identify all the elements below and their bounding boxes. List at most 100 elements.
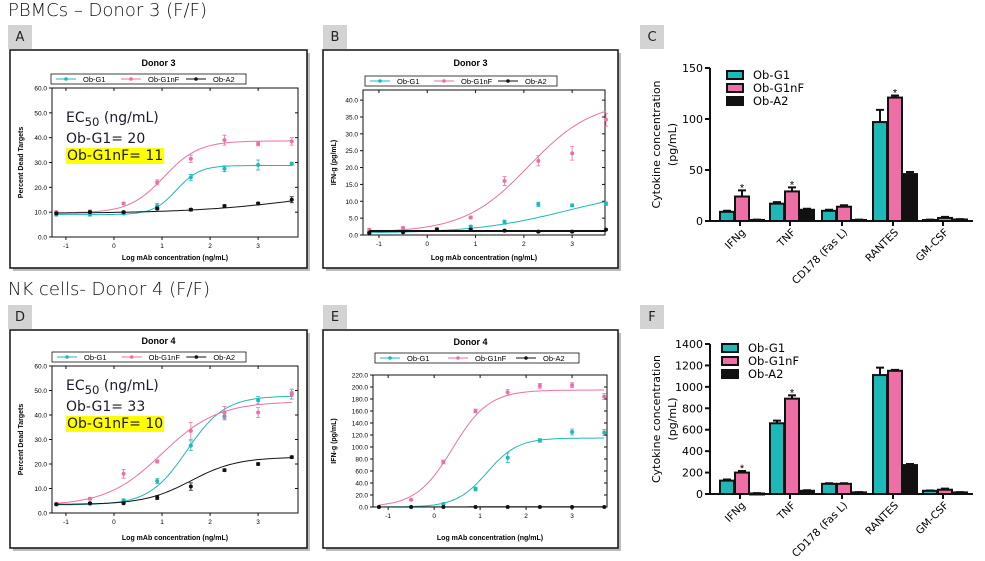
significance-star: * [790,387,795,399]
data-point [602,430,607,435]
data-point [188,175,193,180]
data-point [222,138,227,143]
legend-marker [388,356,392,360]
data-point [468,215,473,220]
bar-ob-g1 [821,209,837,223]
x-tick-label: 2 [524,513,528,520]
data-point [121,498,126,503]
y-tick-label: 10.0 [34,486,47,493]
bar-ob-g1 [769,422,785,495]
bar-ob-a2 [952,491,968,495]
y-tick-label: 20.0 [355,493,368,500]
panel-label-a: A [8,25,32,49]
data-point [188,443,193,448]
ec50-sub: 50 [84,114,100,129]
data-point [603,117,608,122]
x-tick-label: 3 [256,519,260,526]
x-tick-label: -1 [385,513,391,520]
data-point [536,158,541,163]
fit-curve-ob-a2 [56,200,292,214]
x-tick-label: TNF [775,227,799,251]
section-header-pbmc: PBMCs – Donor 3 (F/F) [8,0,207,21]
legend-label: Ob-A2 [213,353,235,362]
chart-A: Donor 3 Ob-G1 Ob-G1nF Ob-A2 0.0 10.0 20.0 30.0 4… [9,49,310,271]
data-point [222,410,227,415]
x-tick-label: -1 [63,519,69,526]
data-point [502,220,507,225]
chart-C: 0 50 100 150 Cytokine concentration (pg/mL) IF… [650,62,973,287]
y-axis-title: (pg/mL) [666,397,679,440]
data-point [505,390,510,395]
chart-title: Donor 3 [453,58,487,68]
significance-star: * [740,182,745,194]
legend-swatch [721,356,739,366]
legend-box [50,73,247,85]
data-point [473,487,478,491]
data-point [570,151,575,156]
bar-ob-a2 [851,218,867,222]
ec50-ob-g1: Ob-G1= 33 [66,398,146,415]
data-point [155,459,160,464]
x-tick-label: RANTES [863,226,901,264]
chart-F: 0 200 400 600 800 1000 1200 1400 Cytokine concen… [650,338,973,560]
x-axis-title: Log mAb concentration (ng/mL) [122,255,228,262]
data-point [289,390,294,395]
fit-curve-ob-g1 [379,437,605,508]
y-tick-label: 40.0 [34,413,47,420]
data-point [87,501,92,506]
y-tick-label: 1000 [675,381,703,394]
y-tick-label: 60.0 [34,86,47,93]
x-tick-label: 3 [570,513,574,520]
data-point [121,501,126,506]
y-tick-label: 150 [682,62,703,75]
data-point [536,229,541,234]
ec50-ob-g1nf: Ob-G1nF= 10 [66,415,165,432]
bar-ob-g1nf [836,205,852,223]
legend-label: Ob-G1 [407,354,430,363]
data-point [603,201,608,206]
data-point [222,468,227,473]
ec50-annotation-a: EC50 (ng/mL) Ob-G1= 20 Ob-G1nF= 11 [66,110,165,165]
data-point [473,505,478,509]
y-tick-label: 10.0 [34,210,47,217]
data-point [155,495,160,500]
y-tick-label: 0.0 [38,235,47,242]
data-point [441,460,446,464]
fit-curve-ob-g1nf [378,389,605,506]
data-point [121,201,126,206]
data-point [537,505,542,509]
ec50-ob-g1: Ob-G1= 20 [66,130,146,147]
y-tick-label: 100 [682,113,703,126]
x-tick-label: 1 [160,243,164,250]
legend-marker [129,77,133,81]
y-tick-label: 220.0 [352,373,369,380]
x-tick-label: -1 [63,243,69,250]
y-tick-label: 100.0 [352,445,369,452]
bar-ob-a2 [799,489,815,495]
data-point [468,227,473,232]
bar-ob-g1nf [887,96,903,222]
data-point [603,227,608,232]
data-point [505,505,510,509]
data-point [188,207,193,212]
x-axis-title: Log mAb concentration (ng/mL) [122,535,228,542]
data-point [536,202,541,207]
chart-B: Donor 3Ob-G1 Ob-G1nF Ob-A20.05.010.015.020… [322,49,621,271]
fit-curve-ob-g1nf [56,140,292,214]
data-point [505,455,510,460]
y-tick-label: 60.0 [34,364,47,371]
x-tick-label: IFNg [723,500,748,525]
legend-marker [506,79,510,83]
bar-ob-a2 [851,491,867,495]
data-point [473,409,478,413]
legend-label: Ob-G1nF [148,75,180,84]
bar-ob-a2 [902,173,918,222]
bar-ob-g1 [922,218,938,222]
bar-ob-a2 [749,218,765,222]
legend-label: Ob-G1 [748,341,785,355]
x-tick-label: GM-CSF [914,227,951,264]
ec50-title: EC [66,110,85,126]
legend-marker [524,356,528,360]
bar-ob-g1nf [836,482,852,496]
x-axis-title: Log mAb concentration (ng/mL) [437,535,543,542]
